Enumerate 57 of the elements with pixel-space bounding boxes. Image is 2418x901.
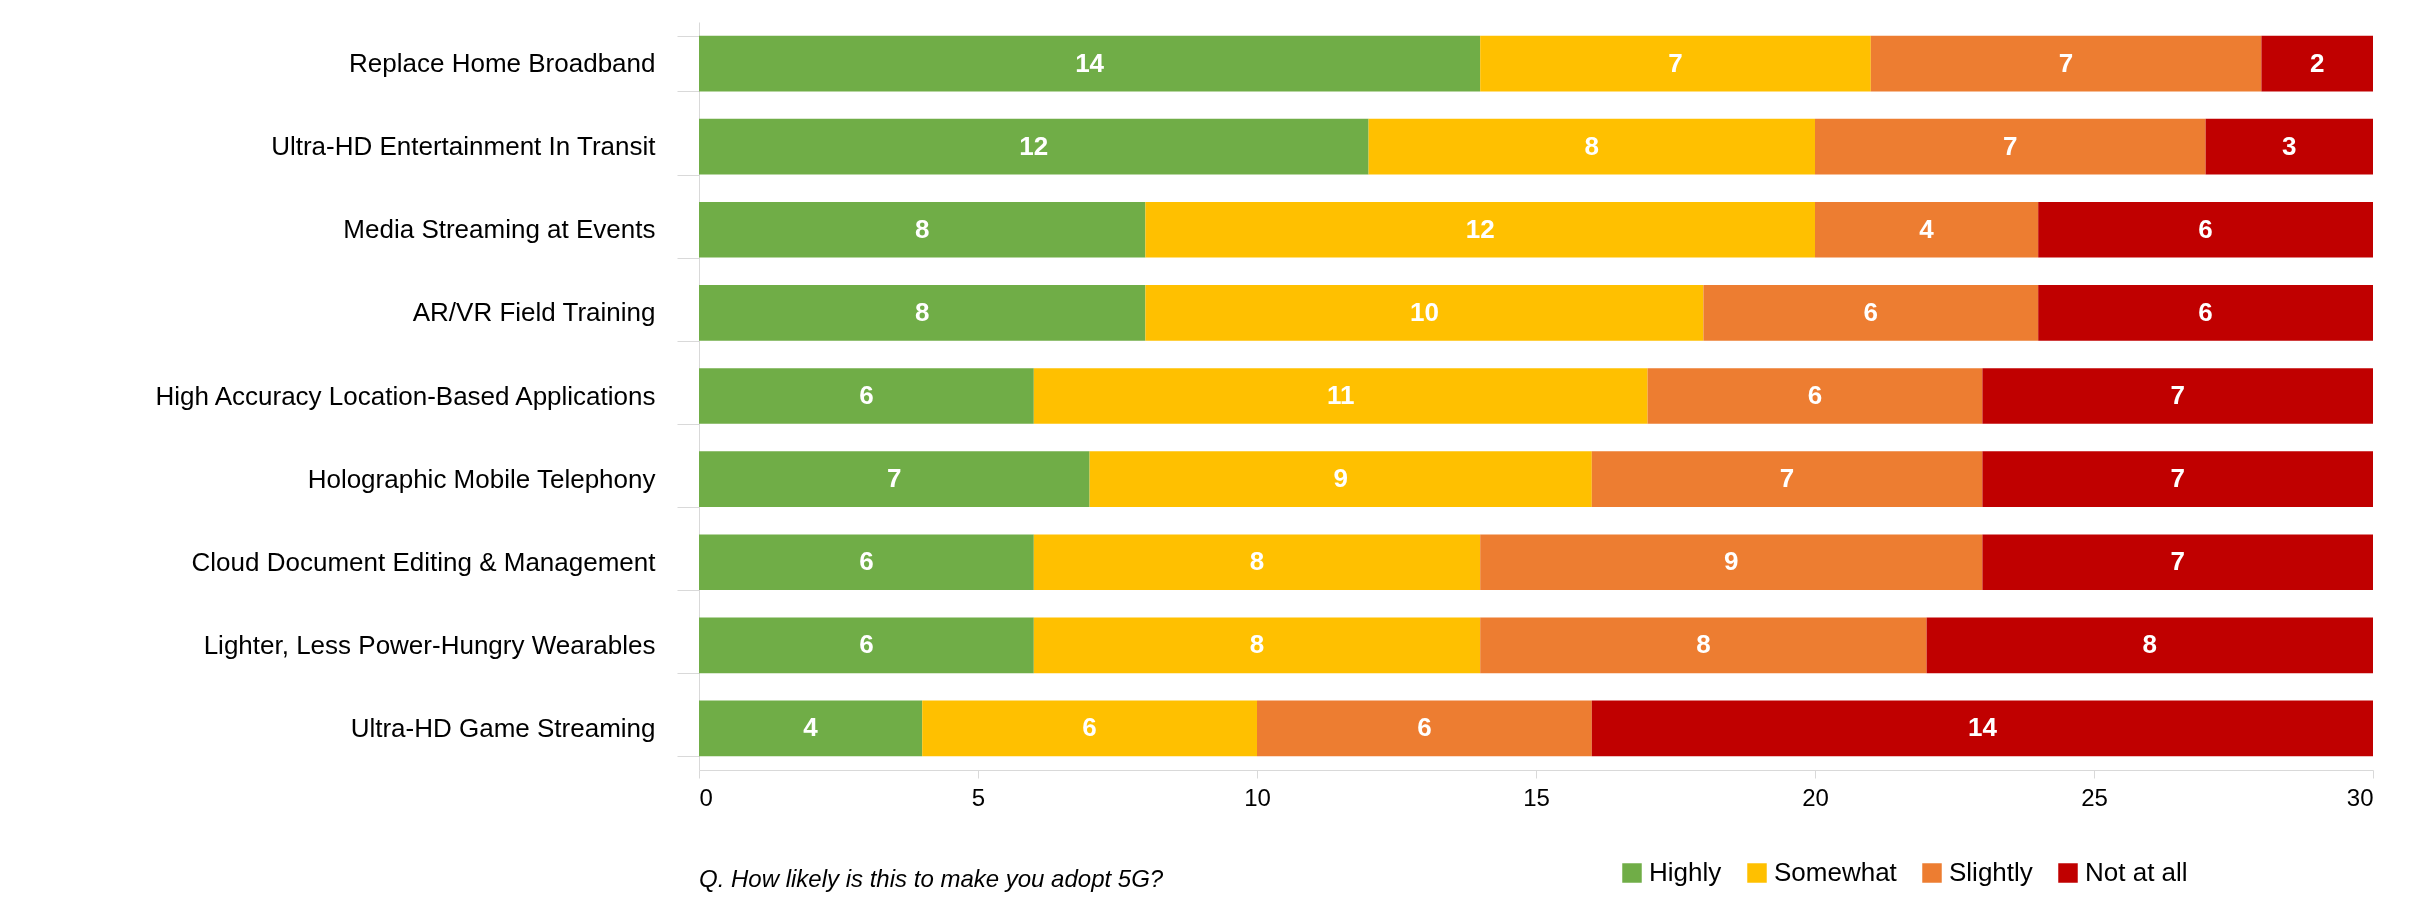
data-label: 12	[1019, 130, 1049, 161]
data-label: 8	[1249, 629, 1265, 660]
data-label: 6	[1863, 296, 1879, 327]
data-label: 12	[1465, 213, 1495, 244]
data-label: 8	[1249, 546, 1265, 577]
data-label: 7	[2170, 546, 2185, 577]
data-label: 6	[859, 380, 874, 410]
data-label: 7	[2170, 463, 2185, 494]
text: Q. How likely is this to make you adopt 5G?	[699, 865, 1164, 892]
data-label: 7	[2003, 130, 2018, 161]
data-label: 6	[2198, 213, 2213, 244]
data-label: 8	[1696, 629, 1711, 660]
y-tick-label: Holographic Mobile Telephony	[307, 463, 656, 494]
data-label: 7	[2058, 47, 2074, 78]
data-label: 6	[1082, 712, 1097, 743]
data-label: 9	[1724, 546, 1739, 577]
data-label: 10	[1409, 296, 1439, 327]
legend-label: Somewhat	[1774, 857, 1898, 887]
data-label: 6	[1417, 712, 1432, 743]
x-tick-label: 25	[2081, 783, 2108, 811]
data-label: 8	[2142, 629, 2158, 660]
data-label: 6	[859, 546, 874, 577]
data-label: 4	[1919, 213, 1935, 244]
data-label: 7	[2170, 380, 2185, 410]
data-label: 14	[1967, 712, 1998, 743]
data-label: 8	[914, 213, 930, 244]
data-label: 7	[1779, 463, 1795, 494]
y-tick-label: AR/VR Field Training	[412, 297, 656, 328]
data-label: 4	[803, 712, 819, 743]
y-tick-label: Media Streaming at Events	[343, 214, 656, 245]
y-tick-label: Ultra-HD Game Streaming	[350, 712, 656, 743]
legend-label: Highly	[1649, 857, 1722, 887]
data-label: 9	[1333, 463, 1348, 494]
y-tick-label: High Accuracy Location-Based Applications	[155, 380, 656, 411]
data-label: 7	[1668, 47, 1683, 78]
data-label: 2	[2309, 47, 2325, 78]
x-tick-label: 10	[1244, 783, 1271, 811]
data-label: 6	[1807, 380, 1823, 410]
x-tick-label: 15	[1523, 783, 1550, 811]
data-label: 8	[1584, 130, 1600, 161]
x-tick-label: 20	[1802, 783, 1829, 811]
data-label: 7	[887, 463, 902, 494]
data-label: 3	[2282, 130, 2297, 161]
data-label: 11	[1326, 380, 1355, 410]
y-tick-label: Lighter, Less Power-Hungry Wearables	[203, 629, 656, 660]
data-label: 6	[859, 629, 874, 660]
legend-label: Not at all	[2085, 857, 2188, 887]
legend-label: Slightly	[1949, 857, 2033, 887]
x-tick-label: 30	[2346, 783, 2374, 811]
x-tick-label: 5	[971, 783, 986, 811]
data-label: 8	[914, 296, 930, 327]
y-tick-label: Replace Home Broadband	[349, 48, 656, 79]
y-tick-label: Ultra-HD Entertainment In Transit	[271, 131, 657, 162]
data-label: 6	[2198, 296, 2213, 327]
x-tick-label: 0	[699, 783, 713, 811]
y-tick-label: Cloud Document Editing & Management	[191, 546, 657, 577]
data-label: 14	[1075, 47, 1105, 78]
